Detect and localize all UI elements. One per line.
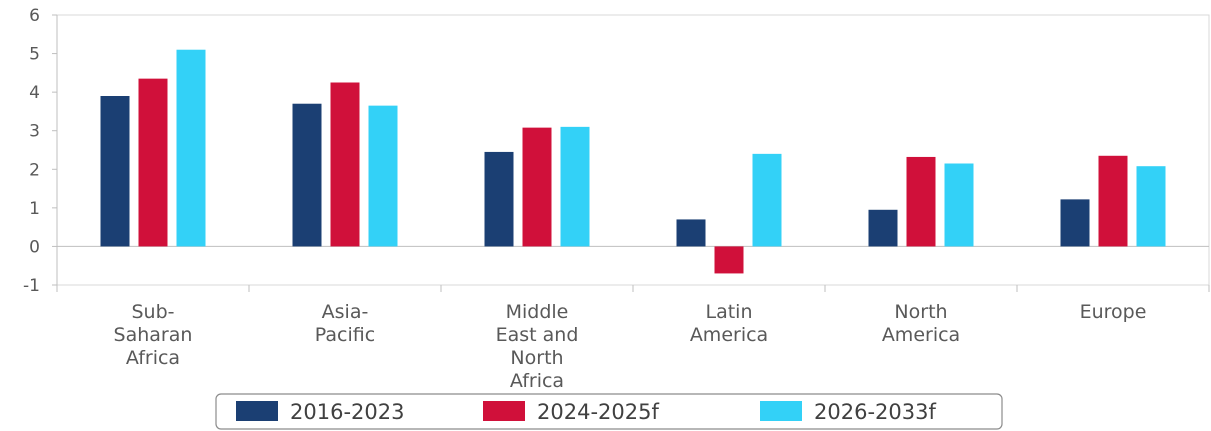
y-tick-label: 3 [29,122,40,142]
category-label-line: North [894,301,947,323]
y-tick-label: 1 [29,199,40,219]
y-axis: 6 5 4 3 2 1 0 -1 [23,6,58,296]
category-label-line: America [690,324,768,346]
legend-swatch [483,401,525,421]
bar-2026-2033f-4 [944,163,974,247]
legend-label: 2016-2023 [290,400,404,424]
bar-2024-2025f-5 [1098,155,1128,247]
bar-2024-2025f-0 [138,78,168,247]
legend-swatch [236,401,278,421]
bars [100,49,1166,274]
category-label: Middle East and North Africa [496,301,579,392]
y-tick-label: 5 [29,45,40,65]
bar-2024-2025f-1 [330,82,360,247]
bar-2026-2033f-1 [368,105,398,247]
legend-label: 2026-2033f [814,400,936,424]
y-tick-label: 2 [29,160,40,180]
bar-2016-2023-3 [676,219,706,247]
bar-2026-2033f-5 [1136,166,1166,247]
plot-area [56,14,1210,286]
legend-box [215,393,1003,430]
y-tick-label: 6 [29,6,40,26]
bar-2016-2023-5 [1060,199,1090,247]
legend-swatch [760,401,802,421]
category-label: Europe [1080,301,1147,323]
category-label-line: Sub- [131,301,174,323]
category-label-line: Latin [706,301,753,323]
category-label-line: Middle [506,301,569,323]
category-label-line: Africa [510,370,564,392]
y-tick-label: -1 [23,276,40,296]
y-tick-label: 4 [29,83,40,103]
category-label-line: East and [496,324,579,346]
legend-label: 2024-2025f [537,400,659,424]
category-label-line: Africa [126,347,180,369]
legend: 2016-2023 2024-2025f 2026-2033f [215,393,1003,430]
category-label-line: Saharan [114,324,193,346]
bar-2026-2033f-3 [752,153,782,247]
bar-2026-2033f-0 [176,49,206,247]
category-label-line: Europe [1080,301,1147,323]
category-label: North America [882,301,960,346]
bar-2026-2033f-2 [560,126,590,247]
bar-2016-2023-1 [292,103,322,247]
bar-2024-2025f-3 [714,246,744,274]
bar-2016-2023-4 [868,209,898,247]
bar-2016-2023-2 [484,151,514,247]
category-label-line: North [510,347,563,369]
category-label-line: Asia- [322,301,369,323]
category-label-line: America [882,324,960,346]
x-axis [56,245,1210,292]
category-label: Latin America [690,301,768,346]
category-label-line: Pacific [315,324,375,346]
bar-2024-2025f-4 [906,156,936,247]
y-tick-label: 0 [29,237,40,257]
bar-2016-2023-0 [100,96,130,247]
category-label: Asia-Pacific [315,301,375,346]
bar-2024-2025f-2 [522,127,552,247]
category-label: Sub-Saharan Africa [114,301,193,369]
